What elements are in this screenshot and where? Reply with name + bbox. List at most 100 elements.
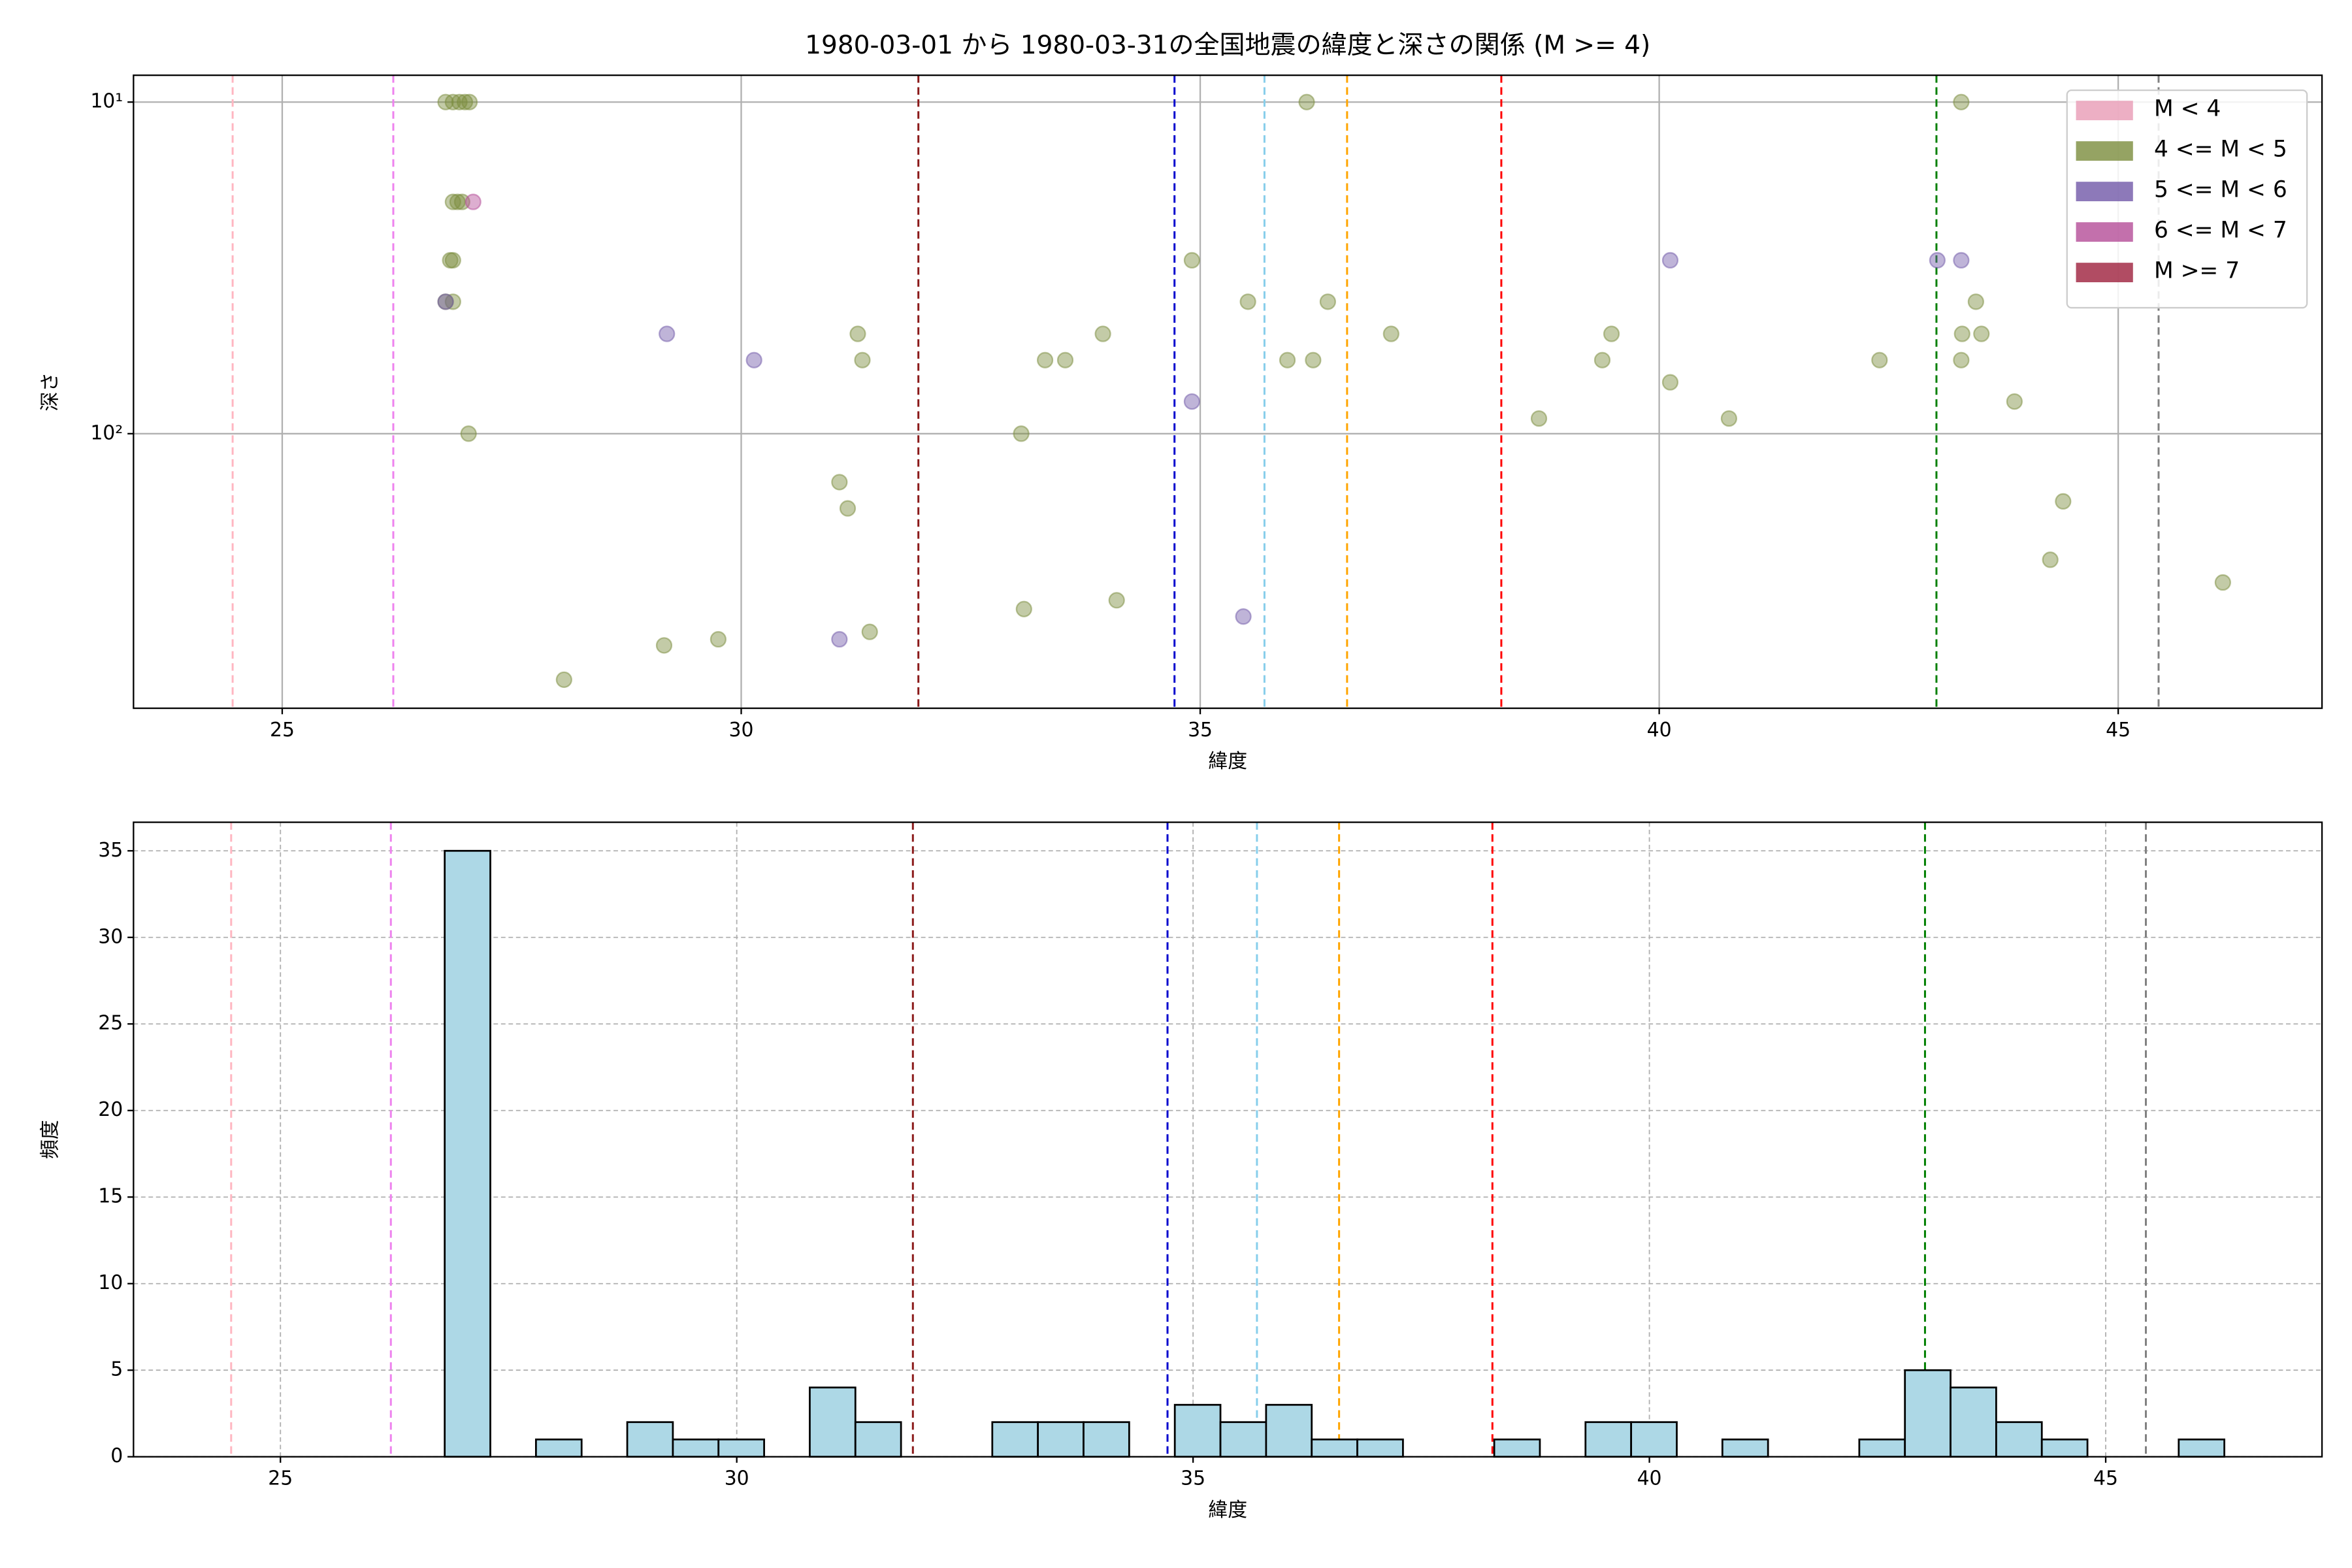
point (2006, 393, 2023, 410)
bar (854, 1421, 902, 1458)
bar (1356, 1438, 1404, 1458)
point (839, 500, 857, 517)
bar (1950, 1386, 1997, 1458)
point (1929, 252, 1946, 269)
bar (1858, 1438, 1906, 1458)
point (1593, 351, 1611, 368)
point (1235, 608, 1252, 625)
legend-swatch (2076, 182, 2133, 202)
legend-swatch (2076, 222, 2133, 242)
bar (444, 849, 491, 1458)
point (710, 630, 727, 648)
point (1108, 592, 1125, 609)
x-tick-label: 45 (2093, 1467, 2118, 1490)
point (1239, 293, 1256, 310)
bar (534, 1438, 583, 1458)
legend-swatch (2076, 101, 2133, 121)
y-tick-label: 30 (98, 925, 123, 948)
point (1953, 93, 1970, 110)
y-tick-label: 15 (98, 1185, 123, 1208)
point (1530, 410, 1548, 427)
point (1183, 252, 1201, 269)
x-tick-label: 30 (729, 719, 754, 742)
point (1094, 325, 1111, 342)
point (461, 93, 478, 110)
y-tick-label: 0 (110, 1445, 123, 1467)
point (831, 474, 848, 491)
point (861, 623, 878, 640)
legend: M < 4 4 <= M < 5 5 <= M < 6 6 <= M < 7 M >= … (2066, 89, 2308, 309)
bar (672, 1438, 720, 1458)
point (1382, 325, 1399, 342)
point (1013, 425, 1030, 442)
x-tick-label: 25 (268, 1467, 293, 1490)
y-tick-label: 25 (98, 1012, 123, 1035)
point (444, 93, 461, 110)
point (2055, 493, 2072, 510)
bar (1904, 1369, 1952, 1458)
point (1279, 351, 1296, 368)
bar (2178, 1438, 2225, 1458)
bar (717, 1438, 765, 1458)
legend-label: 5 <= M < 6 (2154, 176, 2287, 203)
point (444, 252, 461, 269)
y-tick-label: 10² (90, 421, 123, 444)
point (2042, 551, 2059, 568)
bar (1265, 1403, 1313, 1458)
point (849, 325, 866, 342)
y-tick-label: 5 (110, 1358, 123, 1381)
point (2214, 574, 2231, 591)
x-tick-label: 40 (1647, 719, 1672, 742)
plot-frame (133, 74, 2323, 710)
point (1603, 325, 1620, 342)
x-tick-label: 40 (1637, 1467, 1662, 1490)
x-tick-label: 30 (725, 1467, 749, 1490)
legend-swatch (2076, 141, 2133, 161)
point (1183, 393, 1201, 410)
bar (1037, 1421, 1085, 1458)
point (1967, 293, 1984, 310)
point (1298, 93, 1315, 110)
point (465, 193, 482, 210)
point (659, 325, 676, 342)
bar (1584, 1421, 1633, 1458)
point (437, 293, 454, 310)
bar (1219, 1421, 1267, 1458)
bar (1995, 1421, 2043, 1458)
bar (809, 1386, 857, 1458)
y-tick-label: 10¹ (90, 90, 123, 113)
point (1036, 351, 1054, 368)
legend-label: M < 4 (2154, 95, 2221, 122)
legend-label: 4 <= M < 5 (2154, 136, 2287, 162)
y-tick-label: 10 (98, 1271, 123, 1294)
point (1319, 293, 1336, 310)
point (1305, 351, 1322, 368)
point (1661, 374, 1679, 391)
bar (991, 1421, 1039, 1458)
bar (2040, 1438, 2089, 1458)
point (555, 671, 572, 688)
point (444, 193, 461, 210)
bar (1630, 1421, 1678, 1458)
bar (1173, 1403, 1222, 1458)
point (1720, 410, 1738, 427)
x-axis-label: 緯度 (1208, 750, 1247, 773)
bar (1083, 1421, 1130, 1458)
bar (1721, 1438, 1769, 1458)
point (655, 637, 673, 654)
x-tick-label: 35 (1181, 1467, 1205, 1490)
point (854, 351, 871, 368)
point (1973, 325, 1990, 342)
y-tick-label: 20 (98, 1098, 123, 1121)
x-tick-label: 25 (270, 719, 295, 742)
plot-frame (133, 821, 2323, 1458)
y-tick-label: 35 (98, 839, 123, 862)
x-tick-label: 35 (1188, 719, 1213, 742)
bar (626, 1421, 674, 1458)
legend-swatch (2076, 263, 2133, 283)
x-tick-label: 45 (2106, 719, 2131, 742)
x-axis-label: 緯度 (1208, 1499, 1247, 1522)
legend-label: 6 <= M < 7 (2154, 217, 2287, 243)
